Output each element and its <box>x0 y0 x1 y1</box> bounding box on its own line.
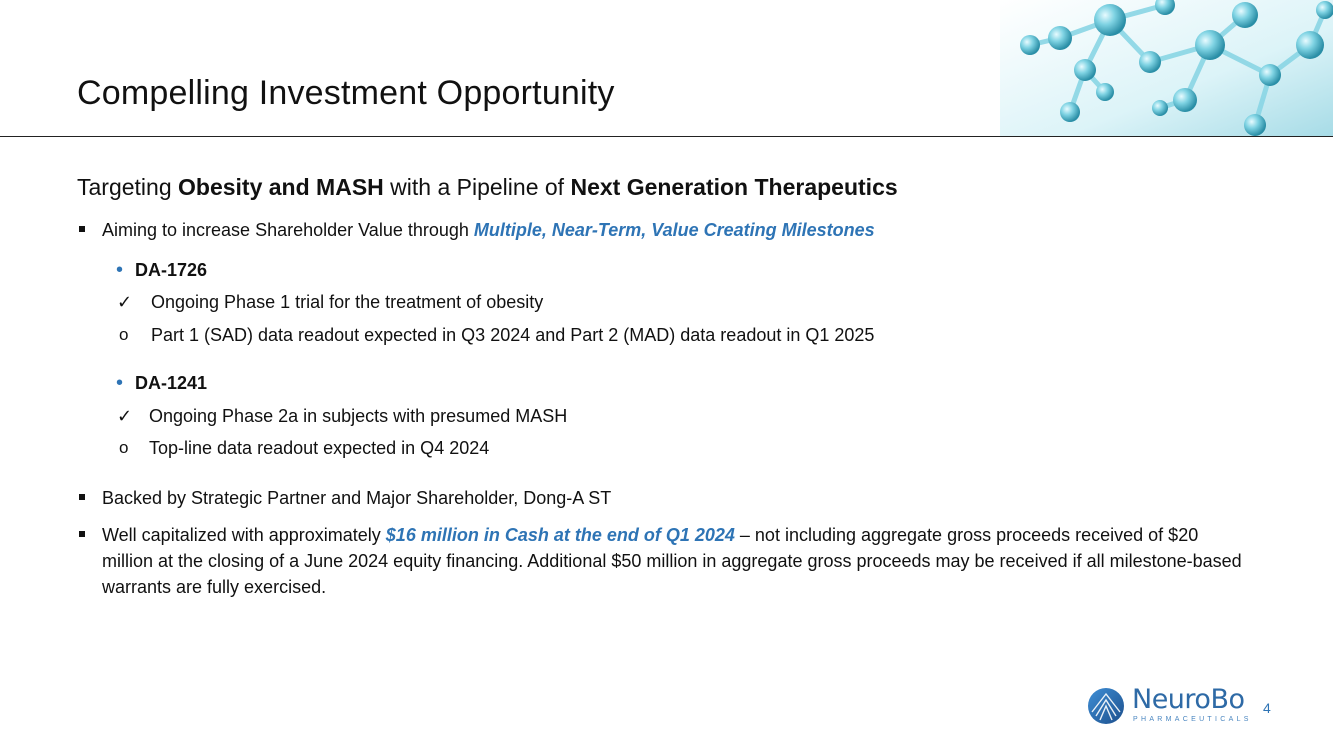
subtitle-prefix: Targeting <box>77 174 179 200</box>
dot-bullet-icon: • <box>116 372 124 394</box>
bullet-text: Well capitalized with approximately <box>102 525 386 545</box>
subtitle-bold-obesity: Obesity and MASH <box>178 174 384 200</box>
bullet-shareholder-value: Aiming to increase Shareholder Value thr… <box>102 217 875 243</box>
square-bullet-icon <box>79 531 85 537</box>
logo-wordmark: NeuroBo <box>1132 684 1245 715</box>
bullet-emphasis: $16 million in Cash at the end of Q1 202… <box>385 525 735 545</box>
checkmark-icon: ✓ <box>117 406 133 426</box>
slide-title: Compelling Investment Opportunity <box>77 74 615 112</box>
subtitle-bold-therapeutics: Next Generation Therapeutics <box>570 174 898 200</box>
bullet-text: – not including aggregate gross proceeds… <box>102 525 1242 597</box>
program-name: DA-1726 <box>135 260 208 280</box>
bullet-strategic-partner: Backed by Strategic Partner and Major Sh… <box>102 488 612 508</box>
subtitle-middle: with a Pipeline of <box>383 174 571 200</box>
program-circle-item: Part 1 (SAD) data readout expected in Q3… <box>151 325 875 345</box>
logo-tagline: PHARMACEUTICALS <box>1133 716 1252 723</box>
circle-bullet-icon: o <box>119 438 129 457</box>
program-name: DA-1241 <box>135 373 208 393</box>
neurobo-logo: NeuroBo PHARMACEUTICALS <box>1086 684 1248 730</box>
bullet-text: Aiming to increase Shareholder Value thr… <box>102 220 474 240</box>
molecule-illustration <box>1000 0 1333 136</box>
neurobo-logo-icon <box>1088 688 1124 724</box>
bullet-capitalization: Well capitalized with approximately $16 … <box>102 522 1242 600</box>
program-check-item: Ongoing Phase 2a in subjects with presum… <box>149 406 568 426</box>
slide-subtitle: Targeting Obesity and MASH with a Pipeli… <box>77 174 898 201</box>
checkmark-icon: ✓ <box>117 292 133 312</box>
title-divider <box>0 136 1333 137</box>
dot-bullet-icon: • <box>116 259 124 281</box>
square-bullet-icon <box>79 226 85 232</box>
program-circle-item: Top-line data readout expected in Q4 202… <box>149 438 490 458</box>
page-number: 4 <box>1263 700 1271 716</box>
program-check-item: Ongoing Phase 1 trial for the treatment … <box>151 292 544 312</box>
circle-bullet-icon: o <box>119 325 129 344</box>
bullet-emphasis: Multiple, Near-Term, Value Creating Mile… <box>473 220 875 240</box>
square-bullet-icon <box>79 494 85 500</box>
